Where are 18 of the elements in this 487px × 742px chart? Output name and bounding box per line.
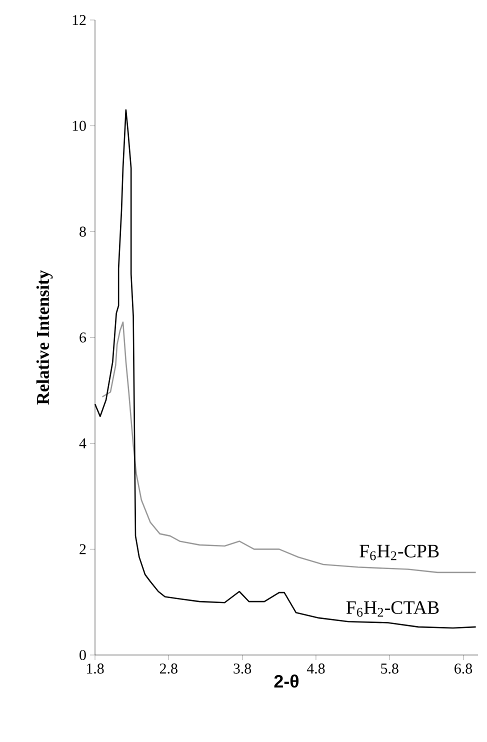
y-tick-label: 8 — [80, 226, 86, 237]
y-tick-label: 12 — [72, 15, 86, 25]
y-tick-label: 4 — [79, 438, 86, 448]
x-tick-label: 3.8 — [234, 664, 252, 674]
line-series — [102, 322, 476, 574]
y-tick-label: 0 — [80, 650, 86, 660]
y-axis-title: Relative Intensity — [36, 270, 53, 405]
x-tick-label: 2.8 — [160, 664, 178, 674]
y-tick-label: 10 — [72, 120, 86, 131]
x-tick-label: 6.8 — [454, 664, 472, 674]
x-tick-label: 4.8 — [306, 664, 325, 674]
x-tick-label: 1.8 — [86, 664, 104, 674]
series-label: F$_{6}$H$_{2}$-CPB — [360, 544, 439, 560]
y-tick-label: 2 — [80, 544, 86, 554]
series-label: F$_{6}$H$_{2}$-CTAB — [346, 601, 439, 617]
x-axis-title: 2-θ — [274, 674, 299, 688]
x-tick-label: 5.8 — [381, 664, 398, 674]
y-tick-label: 6 — [80, 332, 86, 343]
